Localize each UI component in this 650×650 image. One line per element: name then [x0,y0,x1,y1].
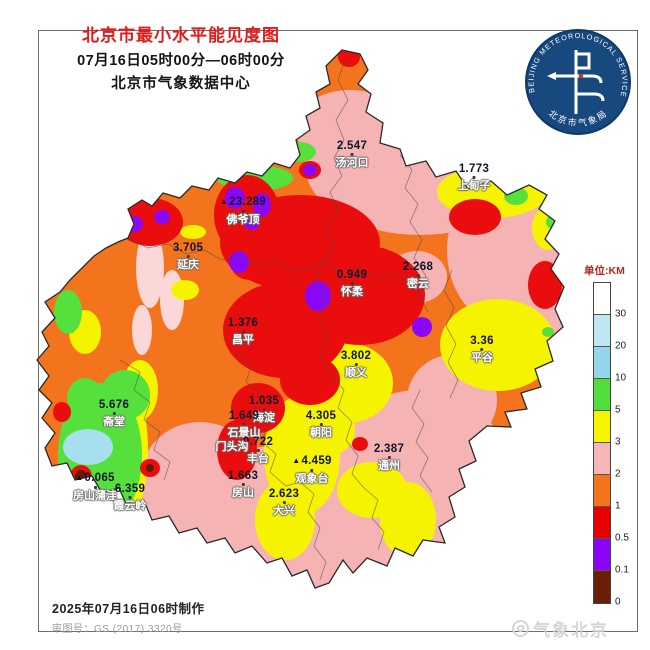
legend-tick-label: 0.1 [615,564,629,576]
legend-tick-label: 5 [615,404,621,416]
legend: 单位:KM 30 20 10 5 3 2 1 0.5 0.1 0 [584,263,629,608]
legend-tick-label: 0 [615,596,621,608]
legend-segment [594,443,610,475]
footer: 2025年07月16日06时制作 审图号：GS (2017) 3320号 [52,598,205,635]
title-block: 北京市最小水平能见度图 07月16日05时00分—06时00分 北京市气象数据中… [40,21,322,93]
watermark-text: 气象北京 [533,621,609,640]
district-boundaries [119,59,459,581]
legend-unit-label: 单位:KM [584,265,625,277]
approval-number: 审图号：GS (2017) 3320号 [52,624,183,635]
data-source: 北京市气象数据中心 [111,76,251,92]
legend-tick-label: 2 [615,468,621,480]
legend-segment [594,411,610,443]
watermark: 气象北京 [512,616,609,641]
legend-segment [594,283,610,315]
wind-vane-icon [556,50,605,114]
logo-circle [525,29,631,135]
legend-tick-label: 30 [615,308,627,320]
beijing-outline [36,49,565,589]
legend-tick-label: 3 [615,436,621,448]
legend-segment [594,379,610,411]
legend-tick-label: 0.5 [615,532,629,544]
legend-segment [594,571,610,603]
legend-tick-label: 10 [615,372,627,384]
legend-segment [594,315,610,347]
legend-tick-label: 20 [615,340,627,352]
legend-segment [594,475,610,507]
legend-segment [594,539,610,571]
page-title: 北京市最小水平能见度图 [82,26,280,45]
meteorological-service-logo: BEIJING METEOROLOGICAL SERVICE 北京市气象局 [525,29,631,135]
legend-segment [594,347,610,379]
weather-beijing-logo-icon [512,620,529,637]
legend-segment [594,507,610,539]
legend-color-bar [593,282,611,604]
production-time: 2025年07月16日06时制作 [52,602,205,616]
time-period: 07月16日05时00分—06时00分 [77,53,285,69]
legend-tick-label: 1 [615,500,621,512]
